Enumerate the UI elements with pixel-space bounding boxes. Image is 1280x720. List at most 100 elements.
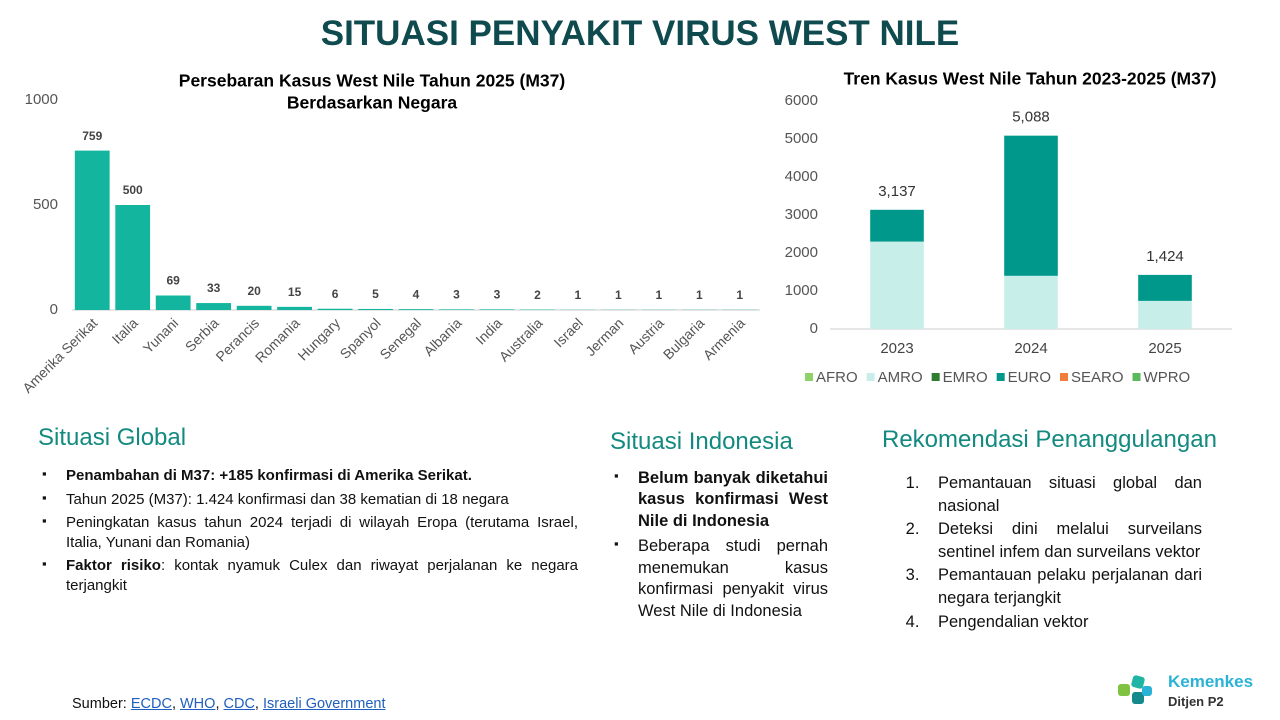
legend-swatch	[1132, 373, 1141, 381]
y-tick-label: 2000	[785, 244, 818, 261]
numbered-item: Pemantauan pelaku perjalanan dari negara…	[924, 564, 1202, 610]
data-label: 33	[207, 281, 221, 295]
data-label: 3	[494, 288, 501, 302]
x-tick-label: 2025	[1148, 340, 1181, 357]
logo-unit: Ditjen P2	[1168, 694, 1224, 709]
legend-item: EMRO	[931, 369, 988, 386]
y-tick-label: 1000	[785, 282, 818, 299]
x-tick-label: India	[472, 315, 505, 348]
bullet-bold: Faktor risiko	[66, 557, 161, 574]
x-tick-label: Armenia	[700, 315, 748, 363]
bar-segment	[1138, 300, 1192, 329]
data-label: 3	[453, 288, 460, 302]
x-tick-label: Israel	[550, 315, 586, 351]
y-tick-label: 5000	[785, 130, 818, 147]
bullet-text: Beberapa studi pernah menemukan kasus ko…	[638, 537, 828, 620]
legend-label: SEARO	[1071, 369, 1124, 386]
source-link[interactable]: ECDC	[130, 696, 172, 712]
bar	[317, 308, 353, 310]
y-tick-label: 3000	[785, 206, 818, 223]
x-tick-label: Bulgaria	[660, 315, 708, 363]
y-tick-label: 0	[810, 320, 818, 337]
source-link[interactable]: CDC	[223, 696, 255, 712]
data-label: 4	[413, 287, 420, 301]
y-tick-label: 1000	[25, 91, 58, 108]
x-tick-label: Amerika Serikat	[19, 315, 100, 396]
x-tick-label: 2023	[880, 340, 913, 357]
x-tick-label: Senegal	[376, 315, 424, 363]
data-label: 1	[615, 288, 622, 302]
bullet-bold: Penambahan di M37: +185 konfirmasi di Am…	[66, 467, 472, 484]
bullet-item: Belum banyak diketahui kasus konfirmasi …	[610, 468, 828, 532]
bullet-item: Faktor risiko: kontak nyamuk Culex dan r…	[38, 556, 578, 595]
section-heading: Situasi Indonesia	[610, 428, 793, 455]
chart-title: Persebaran Kasus West Nile Tahun 2025 (M…	[179, 71, 565, 91]
bullet-text: Tahun 2025 (M37): 1.424 konfirmasi dan 3…	[66, 490, 509, 508]
logo-name: Kemenkes	[1168, 672, 1254, 691]
source-link[interactable]: Israeli Government	[262, 696, 386, 712]
data-label: 15	[288, 285, 302, 299]
bar-segment	[870, 241, 924, 329]
legend-item: AFRO	[805, 369, 858, 386]
logo-icon	[1118, 675, 1152, 704]
numbered-item: Pengendalian vektor	[924, 611, 1202, 634]
data-label: 20	[247, 284, 261, 298]
rekomendasi-section: Rekomendasi Penanggulangan Pemantauan si…	[882, 426, 1217, 634]
bar	[479, 309, 515, 310]
bar	[74, 150, 110, 310]
legend-item: SEARO	[1060, 369, 1124, 386]
charts: Persebaran Kasus West Nile Tahun 2025 (M…	[19, 69, 1232, 396]
sources-label: Sumber:	[72, 696, 127, 712]
legend-swatch	[931, 373, 940, 381]
bullet-item: Tahun 2025 (M37): 1.424 konfirmasi dan 3…	[38, 490, 578, 510]
legend-label: EMRO	[943, 369, 988, 386]
logo: Kemenkes Ditjen P2	[1116, 672, 1276, 716]
legend-swatch	[996, 373, 1005, 381]
data-label: 500	[123, 183, 143, 197]
sources-separator: ,	[215, 696, 224, 712]
bullet-bold: Belum banyak diketahui kasus konfirmasi …	[638, 469, 828, 530]
section-heading: Situasi Global	[38, 424, 187, 451]
legend-label: AFRO	[816, 369, 858, 386]
data-label: 1	[696, 288, 703, 302]
numbered-item: Pemantauan situasi global dan nasional	[924, 472, 1202, 518]
data-label: 69	[166, 274, 180, 288]
bullet-item: Penambahan di M37: +185 konfirmasi di Am…	[38, 466, 578, 486]
chart-title: Berdasarkan Negara	[287, 93, 457, 113]
legend-item: AMRO	[866, 369, 923, 386]
x-tick-label: Spanyol	[337, 315, 384, 362]
bar-segment	[870, 209, 924, 242]
data-label: 1	[736, 288, 743, 302]
legend-item: EURO	[996, 369, 1051, 386]
bar	[115, 205, 151, 310]
total-label: 3,137	[878, 183, 916, 200]
bullet-text: Peningkatan kasus tahun 2024 terjadi di …	[66, 514, 578, 551]
x-tick-label: Romania	[252, 315, 303, 366]
chart-title: Tren Kasus West Nile Tahun 2023-2025 (M3…	[844, 69, 1217, 89]
numbered-list: Pemantauan situasi global dan nasionalDe…	[882, 472, 1202, 634]
x-tick-label: Australia	[496, 315, 546, 365]
sources-separator: ,	[254, 696, 263, 712]
y-tick-label: 6000	[785, 92, 818, 109]
page-title: SITUASI PENYAKIT VIRUS WEST NILE	[320, 14, 960, 53]
section-heading: Rekomendasi Penanggulangan	[882, 426, 1217, 453]
source-link[interactable]: WHO	[180, 696, 216, 712]
bullet-list: Belum banyak diketahui kasus konfirmasi …	[610, 468, 828, 622]
global-section: Situasi Global Penambahan di M37: +185 k…	[38, 424, 578, 599]
data-label: 1	[655, 288, 662, 302]
data-label: 759	[82, 129, 102, 143]
bar-segment	[1004, 135, 1058, 276]
y-tick-label: 500	[33, 196, 58, 213]
data-label: 6	[332, 287, 339, 301]
bar-segment	[1138, 274, 1192, 301]
legend-item: WPRO	[1132, 369, 1190, 386]
numbered-item: Deteksi dini melalui surveilans sentinel…	[924, 518, 1202, 564]
x-tick-label: Italia	[109, 315, 141, 347]
x-tick-label: 2024	[1014, 340, 1047, 357]
data-label: 1	[575, 288, 582, 302]
bar	[439, 309, 474, 310]
x-tick-label: Jerman	[582, 315, 626, 359]
bar	[196, 303, 232, 310]
